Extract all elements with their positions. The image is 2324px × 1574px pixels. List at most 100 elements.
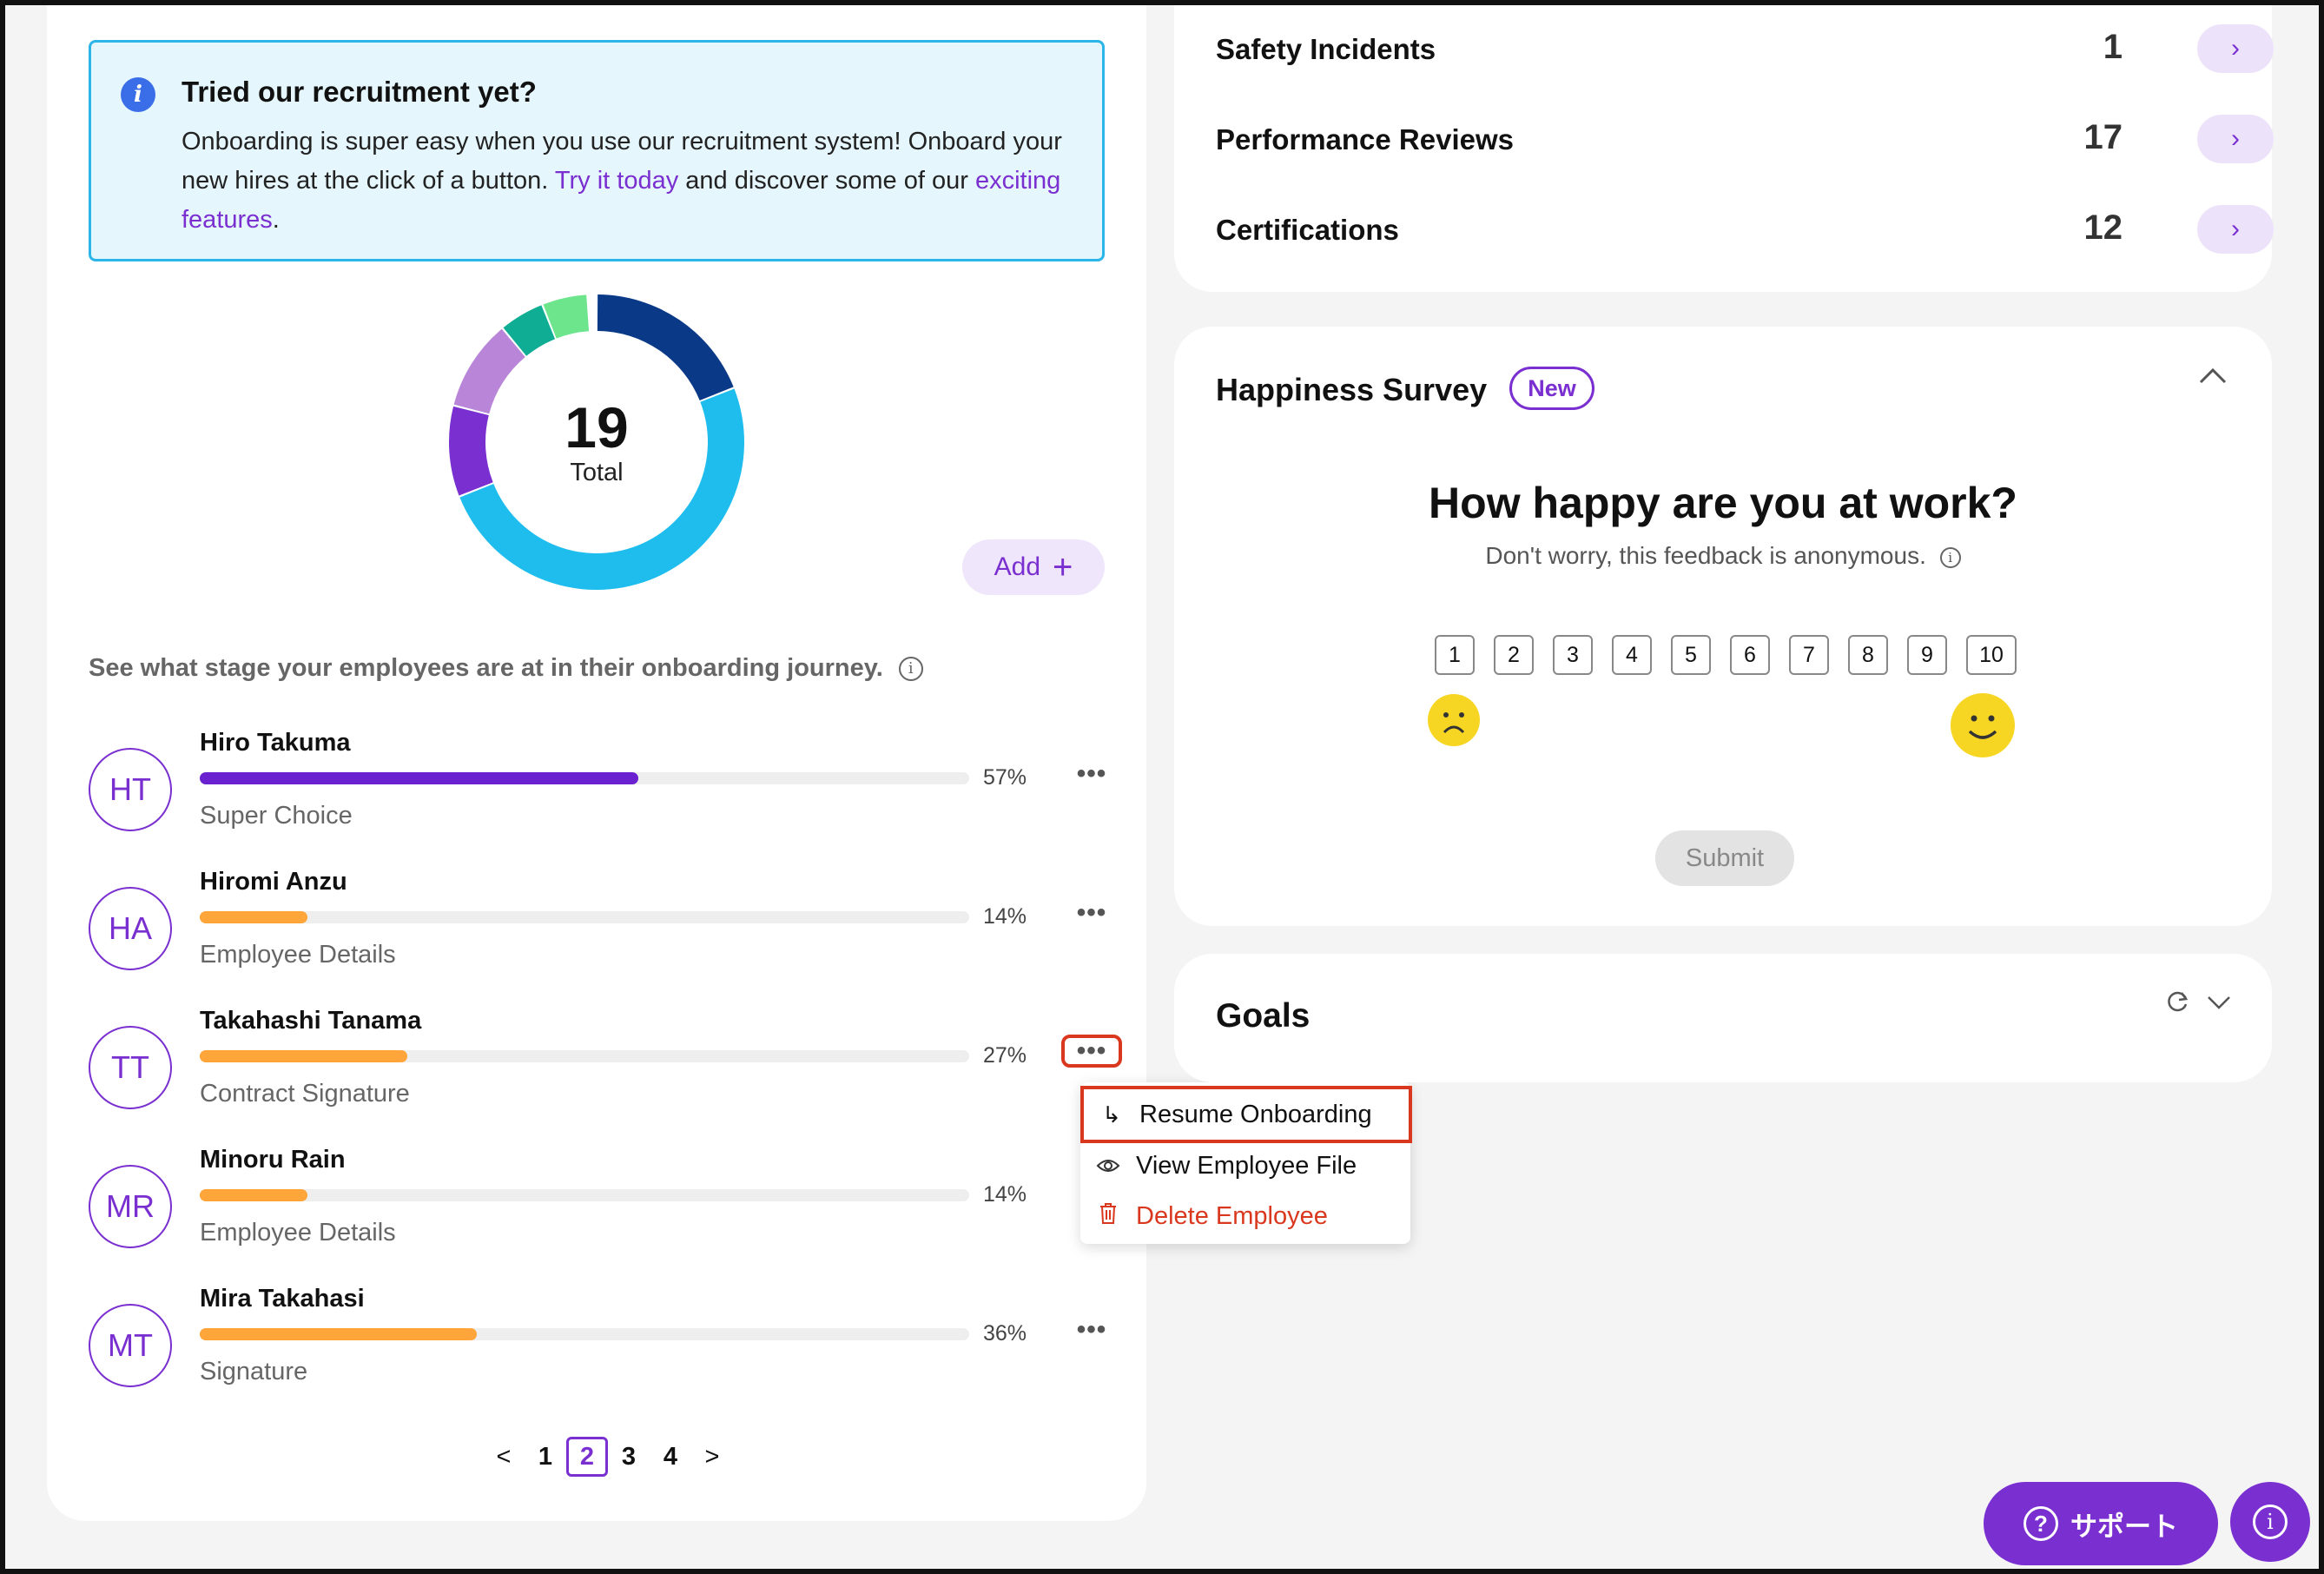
arrow-return-icon: ↳ xyxy=(1102,1101,1121,1128)
delete-employee-item[interactable]: Delete Employee xyxy=(1080,1190,1410,1242)
menu-item-label: Resume Onboarding xyxy=(1139,1100,1372,1128)
sad-face-icon xyxy=(1428,694,1480,746)
scale-option-10[interactable]: 10 xyxy=(1966,635,2017,675)
employee-row: HA Hiromi Anzu 14% Employee Details ••• xyxy=(89,868,1106,998)
employee-stage: Super Choice xyxy=(200,802,353,830)
onboarding-donut-chart: 19 Total xyxy=(446,292,747,592)
employee-stage: Contract Signature xyxy=(200,1080,410,1108)
progress-percent: 27% xyxy=(983,1043,1027,1068)
survey-subtitle: Don't worry, this feedback is anonymous.… xyxy=(1174,542,2272,570)
donut-segment xyxy=(453,328,525,414)
more-options-icon[interactable]: ••• xyxy=(1076,898,1107,927)
banner-text-part: and discover some of our xyxy=(678,167,975,195)
scale-option-8[interactable]: 8 xyxy=(1848,635,1888,675)
avatar: TT xyxy=(89,1026,172,1109)
avatar: HT xyxy=(89,748,172,831)
progress-percent: 57% xyxy=(983,765,1027,790)
survey-subtitle-text: Don't worry, this feedback is anonymous. xyxy=(1485,542,1926,569)
more-options-icon[interactable]: ••• xyxy=(1076,759,1107,788)
banner-title: Tried our recruitment yet? xyxy=(182,76,537,108)
page-4-button[interactable]: 4 xyxy=(663,1442,678,1471)
employee-name[interactable]: Minoru Rain xyxy=(200,1146,346,1174)
employee-name[interactable]: Hiromi Anzu xyxy=(200,868,347,896)
chevron-right-icon[interactable]: › xyxy=(2197,115,2274,163)
chevron-right-icon[interactable]: › xyxy=(2197,24,2274,73)
support-label: サポート xyxy=(2070,1511,2178,1542)
exciting-features-link[interactable]: exciting features xyxy=(182,167,1061,234)
new-badge: New xyxy=(1509,367,1594,410)
employee-name[interactable]: Hiro Takuma xyxy=(200,729,351,757)
trash-icon xyxy=(1080,1202,1136,1231)
scale-option-7[interactable]: 7 xyxy=(1789,635,1829,675)
banner-text-part: . xyxy=(272,206,280,234)
employee-row: TT Takahashi Tanama 27% Contract Signatu… xyxy=(89,1007,1122,1137)
metric-row-safety-incidents: Safety Incidents 1 › xyxy=(1216,24,2274,76)
page-2-button[interactable]: 2 xyxy=(566,1437,608,1477)
recruitment-banner: i Tried our recruitment yet? Onboarding … xyxy=(89,40,1105,261)
chevron-right-icon[interactable]: › xyxy=(2197,205,2274,254)
employee-stage: Employee Details xyxy=(200,1219,396,1247)
chevron-up-icon[interactable] xyxy=(2199,361,2227,391)
metric-label: Safety Incidents xyxy=(1216,33,1436,65)
refresh-icon[interactable] xyxy=(2164,989,2190,1022)
page-3-button[interactable]: 3 xyxy=(621,1442,637,1471)
donut-segment xyxy=(543,294,590,339)
progress-fill xyxy=(200,772,639,784)
support-button[interactable]: ? サポート xyxy=(1984,1482,2218,1565)
add-employee-button[interactable]: Add + xyxy=(962,539,1105,595)
add-button-label: Add xyxy=(994,552,1041,581)
scale-option-2[interactable]: 2 xyxy=(1494,635,1534,675)
metric-label: Performance Reviews xyxy=(1216,123,1515,155)
progress-track xyxy=(200,1050,969,1062)
avatar: HA xyxy=(89,887,172,970)
employee-name[interactable]: Takahashi Tanama xyxy=(200,1007,422,1035)
banner-text-part: Onboarding is super easy when you use ou… xyxy=(182,128,1062,195)
donut-segment xyxy=(459,388,745,591)
more-options-icon[interactable]: ••• xyxy=(1061,1035,1122,1068)
donut-segment xyxy=(503,305,556,356)
page-1-button[interactable]: 1 xyxy=(538,1442,553,1471)
employee-stage: Employee Details xyxy=(200,941,396,969)
more-options-icon[interactable]: ••• xyxy=(1076,1315,1107,1344)
employee-name[interactable]: Mira Takahasi xyxy=(200,1285,365,1313)
happiness-scale: 1 2 3 4 5 6 7 8 9 10 xyxy=(1435,635,2036,675)
chevron-down-icon[interactable] xyxy=(2206,989,2232,1022)
metric-row-performance-reviews: Performance Reviews 17 › xyxy=(1216,115,2274,167)
scale-option-1[interactable]: 1 xyxy=(1435,635,1475,675)
info-circle-icon[interactable]: i xyxy=(1939,547,1961,568)
resume-onboarding-item[interactable]: ↳ Resume Onboarding xyxy=(1080,1086,1412,1143)
goals-actions xyxy=(2164,989,2232,1022)
survey-question: How happy are you at work? xyxy=(1429,479,2017,527)
pagination: < 1 2 3 4 > xyxy=(483,1437,733,1477)
metric-value: 17 xyxy=(2083,118,2123,156)
donut-segment xyxy=(597,294,734,401)
scale-option-4[interactable]: 4 xyxy=(1612,635,1652,675)
info-circle-icon[interactable]: i xyxy=(898,656,923,681)
goals-card: Goals xyxy=(1174,954,2272,1082)
donut-total-label: Total xyxy=(570,459,624,486)
submit-survey-button[interactable]: Submit xyxy=(1655,830,1794,886)
view-employee-file-item[interactable]: View Employee File xyxy=(1080,1140,1410,1192)
prev-page-button[interactable]: < xyxy=(496,1442,512,1471)
scale-option-9[interactable]: 9 xyxy=(1907,635,1947,675)
employee-row: HT Hiro Takuma 57% Super Choice ••• xyxy=(89,729,1106,859)
progress-percent: 14% xyxy=(983,1182,1027,1207)
metric-label: Certifications xyxy=(1216,214,1399,246)
menu-item-label: View Employee File xyxy=(1136,1151,1357,1180)
try-it-today-link[interactable]: Try it today xyxy=(554,167,679,195)
info-icon: i xyxy=(2253,1505,2288,1539)
donut-total: 19 xyxy=(564,395,629,460)
progress-fill xyxy=(200,1050,408,1062)
next-page-button[interactable]: > xyxy=(704,1442,720,1471)
scale-option-3[interactable]: 3 xyxy=(1553,635,1593,675)
info-button[interactable]: i xyxy=(2230,1482,2310,1562)
plus-icon: + xyxy=(1053,548,1073,586)
employee-stage: Signature xyxy=(200,1358,308,1386)
stage-note-text: See what stage your employees are at in … xyxy=(89,654,883,682)
scale-option-6[interactable]: 6 xyxy=(1730,635,1770,675)
progress-percent: 14% xyxy=(983,904,1027,929)
eye-icon xyxy=(1080,1153,1136,1180)
banner-text: Onboarding is super easy when you use ou… xyxy=(182,122,1076,240)
scale-option-5[interactable]: 5 xyxy=(1671,635,1711,675)
progress-track xyxy=(200,1328,969,1340)
